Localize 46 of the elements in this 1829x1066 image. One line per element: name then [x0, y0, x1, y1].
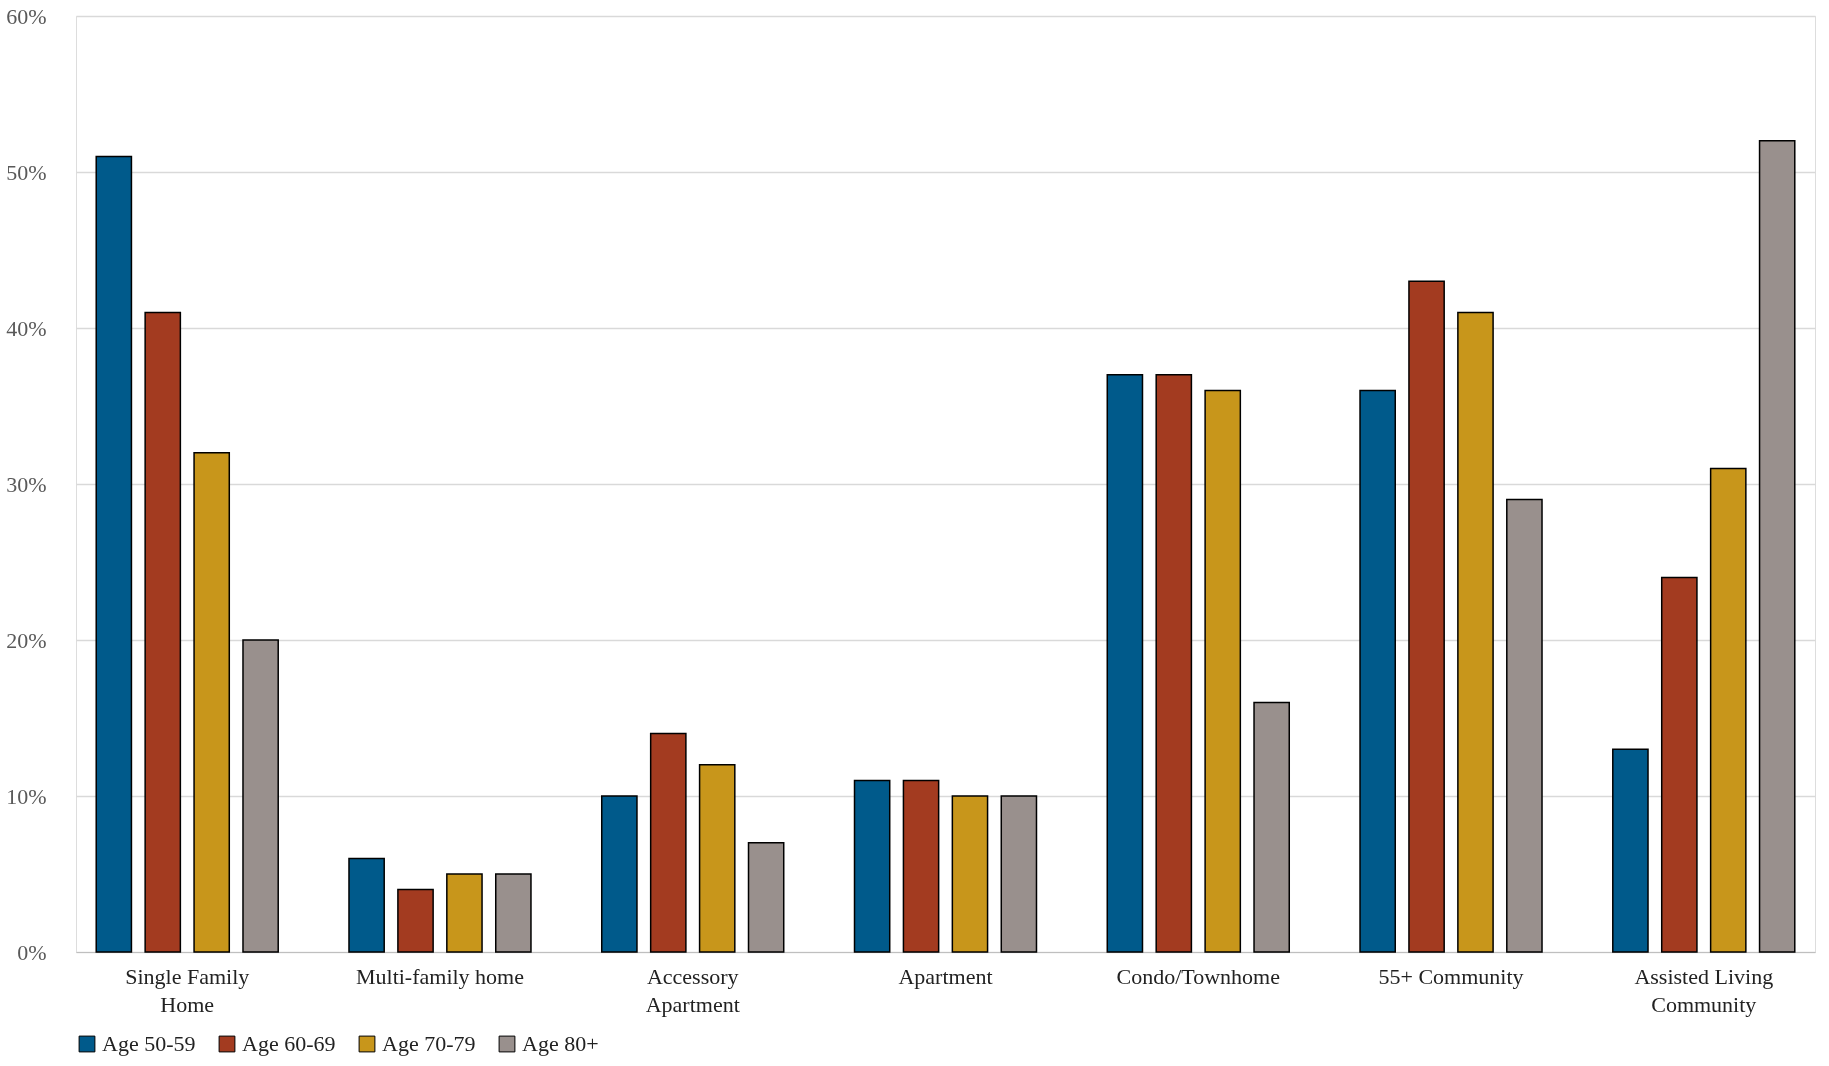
bar — [1000, 795, 1038, 953]
y-tick-label: 40% — [6, 315, 47, 341]
x-tick-label: Multi-family home — [355, 963, 524, 989]
bar — [1758, 140, 1796, 953]
bar — [1660, 576, 1698, 953]
bar — [348, 857, 385, 953]
bar — [1408, 280, 1445, 953]
bar — [1457, 311, 1494, 953]
legend-label: Age 50-59 — [102, 1031, 196, 1056]
x-tick-label: Condo/Townhome — [1116, 963, 1280, 989]
bar — [951, 795, 989, 953]
bar — [144, 311, 182, 953]
y-tick-label: 0% — [17, 939, 47, 965]
bar — [1359, 389, 1396, 953]
y-tick-label: 10% — [6, 783, 47, 809]
bar — [747, 842, 785, 953]
bar — [397, 888, 434, 953]
bar — [1106, 374, 1144, 953]
bar — [600, 795, 638, 953]
bar — [242, 639, 279, 953]
bar — [853, 779, 891, 953]
bar — [446, 873, 483, 953]
bar — [1253, 701, 1291, 953]
legend-label: Age 70-79 — [382, 1031, 476, 1056]
bar — [698, 764, 736, 953]
legend-label: Age 80+ — [522, 1031, 599, 1056]
bar — [1155, 374, 1193, 953]
x-tick-label: Apartment — [898, 963, 993, 989]
bar — [95, 155, 133, 953]
bar — [1204, 389, 1242, 953]
legend-label: Age 60-69 — [242, 1031, 336, 1056]
x-tick-label: Single Family Home — [125, 963, 250, 1017]
x-tick-label: Accessory Apartment — [645, 963, 740, 1017]
bar — [193, 452, 231, 953]
bar — [1612, 748, 1649, 953]
bar — [1709, 467, 1747, 953]
bar — [495, 873, 532, 953]
y-tick-label: 20% — [6, 627, 47, 653]
x-tick-label: Assisted Living Community — [1634, 963, 1774, 1017]
y-tick-label: 60% — [6, 3, 47, 29]
bar — [1506, 498, 1543, 953]
y-tick-label: 30% — [6, 471, 47, 497]
bar — [902, 779, 940, 953]
x-tick-label: 55+ Community — [1378, 963, 1524, 989]
bar — [649, 732, 687, 953]
y-tick-label: 50% — [6, 159, 47, 185]
